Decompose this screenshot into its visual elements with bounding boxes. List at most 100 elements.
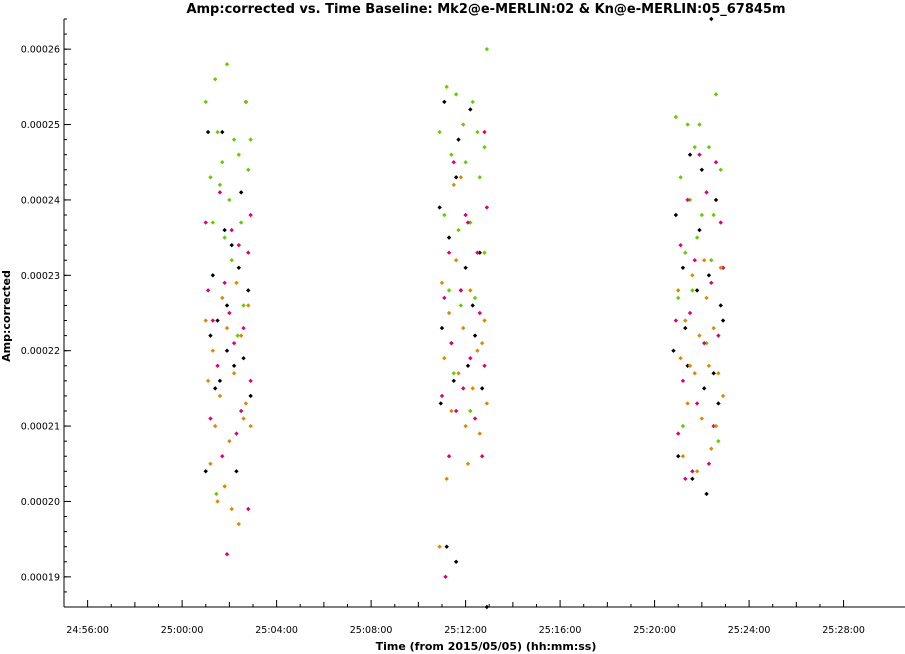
data-point-2 [222,280,227,286]
data-point-2 [482,129,487,135]
data-point-0 [229,242,234,248]
data-point-1 [217,182,223,188]
data-point-0 [687,152,693,157]
data-point-3 [463,423,468,429]
data-point-3 [709,446,714,451]
data-point-2 [461,386,466,391]
data-point-3 [453,258,459,263]
data-point-3 [231,371,237,376]
data-point-3 [475,348,480,353]
data-point-3 [215,499,220,504]
data-point-1 [692,144,697,150]
data-point-1 [484,46,490,52]
data-point-2 [246,506,251,512]
y-tick-label: 0.00026 [21,45,60,56]
data-point-2 [482,363,487,368]
data-point-1 [235,333,240,338]
data-point-2 [463,212,468,218]
data-point-2 [687,310,693,316]
data-point-1 [248,137,253,142]
data-point-1 [208,175,213,180]
data-point-3 [484,401,490,406]
data-point-1 [236,152,242,157]
plot-area: 24:56:00 25:00:00 25:04:00 25:08:00 25:12:00… [21,16,905,636]
data-point-2 [446,250,452,255]
data-point-2 [205,288,211,293]
data-point-1 [229,258,234,263]
data-point-3 [208,461,213,466]
data-point-1 [690,288,695,293]
x-tick-label: 25:08:00 [350,625,393,636]
data-point-2 [468,356,473,361]
data-point-1 [475,129,480,135]
data-point-0 [470,303,475,308]
data-point-2 [451,160,456,165]
data-point-1 [470,99,475,105]
y-tick-label: 0.00024 [21,195,60,206]
data-point-0 [234,469,239,474]
data-point-2 [248,212,253,218]
data-point-2 [697,152,702,157]
data-point-0 [673,212,679,218]
data-point-3 [482,318,487,323]
data-point-1 [678,175,683,180]
data-point-1 [214,491,219,497]
data-point-2 [711,423,716,429]
data-point-3 [680,454,686,459]
data-point-3 [234,280,239,286]
data-point-2 [683,476,688,482]
data-point-1 [711,212,716,218]
data-point-1 [241,303,246,308]
x-tick-label: 25:00:00 [161,625,204,636]
data-point-3 [470,386,475,391]
data-point-0 [477,250,482,255]
data-point-3 [713,423,719,429]
data-point-3 [683,318,688,323]
data-point-3 [449,408,454,414]
data-point-3 [437,544,442,549]
data-point-0 [224,303,230,308]
data-point-0 [224,348,230,353]
data-point-2 [241,325,246,331]
data-point-0 [437,205,442,210]
data-point-0 [236,265,242,270]
x-tick-label: 24:56:00 [66,625,109,636]
data-point-2 [673,318,679,323]
data-point-1 [699,212,705,218]
data-point-0 [215,318,220,323]
data-point-0 [208,333,213,338]
data-point-1 [222,235,227,240]
data-point-2 [248,378,253,384]
data-point-3 [241,416,246,421]
data-point-1 [231,137,237,142]
data-point-2 [458,288,464,293]
data-point-2 [442,295,447,301]
data-point-1 [713,92,719,97]
x-axis-label: Time (from 2015/05/05) (hh:mm:ss) [376,640,597,653]
data-point-3 [699,416,705,421]
data-point-0 [238,190,244,195]
x-tick-label: 25:28:00 [822,625,865,636]
data-point-1 [468,220,473,225]
data-point-1 [461,122,466,127]
data-point-0 [709,16,714,22]
data-point-0 [697,227,702,233]
data-point-3 [479,340,485,346]
data-point-2 [234,431,239,436]
data-point-3 [716,371,721,376]
data-point-3 [692,371,697,376]
data-point-0 [220,129,225,135]
data-point-1 [468,408,473,414]
data-point-3 [248,423,253,429]
data-point-2 [475,250,480,255]
data-point-0 [690,476,695,482]
data-point-0 [704,491,709,497]
y-tick-label: 0.00021 [21,422,60,433]
data-point-1 [224,62,230,67]
data-point-3 [458,175,464,180]
data-point-3 [697,333,702,338]
data-point-3 [704,295,709,301]
data-point-1 [444,84,449,90]
